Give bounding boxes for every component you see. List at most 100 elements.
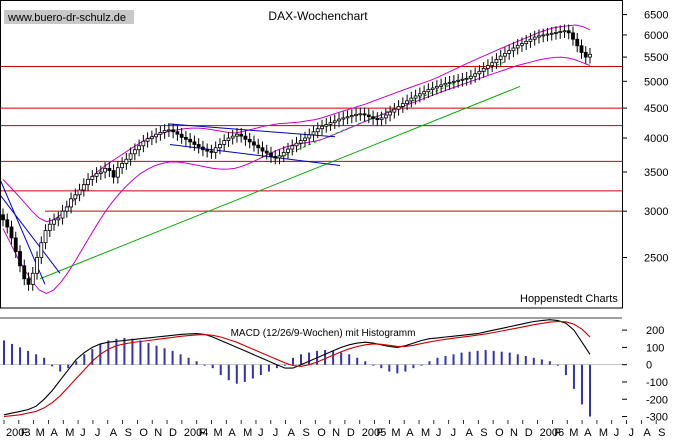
candle-body — [205, 149, 210, 152]
month-label: J — [614, 427, 620, 439]
histogram-bar — [171, 350, 174, 365]
candle-body — [396, 106, 401, 110]
month-label: 2005 — [362, 427, 386, 439]
candle-body — [13, 237, 18, 252]
candle-body — [175, 131, 180, 135]
candle-body — [145, 138, 150, 142]
macd-panel — [0, 319, 622, 418]
month-label: A — [50, 427, 58, 439]
histogram-bar — [420, 364, 423, 366]
histogram-bar — [308, 352, 311, 365]
histogram-bar — [83, 354, 86, 365]
histogram-bar — [540, 359, 543, 365]
candle-body — [218, 144, 222, 149]
candle-body — [520, 43, 524, 46]
histogram-bar — [500, 351, 503, 365]
candle-body — [86, 178, 90, 186]
candle-body — [456, 79, 461, 82]
histogram-bar — [444, 356, 447, 365]
candle-body — [383, 114, 388, 119]
histogram-bar — [524, 356, 527, 365]
candle-body — [69, 198, 73, 208]
candle-body — [345, 116, 350, 119]
watermark-background — [4, 10, 134, 24]
candle-body — [52, 219, 56, 225]
candle-body — [507, 50, 512, 54]
candle-body — [260, 147, 265, 152]
candle-body — [511, 47, 516, 52]
histogram-bar — [476, 350, 479, 365]
candle-body — [269, 152, 273, 157]
candle-body — [349, 115, 354, 118]
candle-body — [213, 147, 218, 153]
candle-body — [162, 130, 167, 133]
candle-body — [341, 117, 346, 120]
candle-body — [337, 118, 341, 122]
candle-body — [60, 210, 65, 219]
candle-body — [26, 278, 31, 285]
candle-body — [230, 135, 235, 139]
month-label: A — [228, 427, 236, 439]
bollinger-upper-line — [2, 24, 591, 223]
month-label: 2006 — [540, 427, 564, 439]
month-label: S — [658, 427, 665, 439]
price-tick-label: 4500 — [644, 103, 668, 115]
month-label: F — [21, 427, 28, 439]
month-label: A — [584, 427, 592, 439]
month-label: O — [139, 427, 148, 439]
candle-body — [30, 272, 35, 285]
month-label: A — [288, 427, 296, 439]
candle-body — [137, 145, 142, 151]
macd-tick-label: 0 — [646, 360, 652, 372]
candle-body — [498, 55, 503, 60]
macd-tick-label: -100 — [646, 377, 668, 389]
month-label: S — [125, 427, 132, 439]
histogram-bar — [35, 354, 38, 365]
histogram-bar — [484, 349, 487, 365]
histogram-bar — [356, 357, 359, 365]
price-tick-label: 6000 — [644, 30, 668, 42]
candle-body — [247, 138, 252, 143]
candle-body — [81, 184, 86, 191]
histogram-bar — [91, 349, 94, 365]
histogram-bar — [436, 357, 439, 365]
candle-body — [588, 53, 592, 58]
candle-body — [115, 167, 120, 178]
histogram-bar — [516, 354, 519, 365]
candle-body — [281, 152, 286, 157]
price-candles — [1, 24, 592, 291]
histogram-bar — [155, 345, 158, 365]
candle-body — [226, 137, 231, 141]
candle-body — [1, 214, 5, 221]
macd-tick-label: -300 — [646, 412, 668, 424]
candle-body — [43, 230, 48, 244]
candle-body — [303, 137, 307, 141]
macd-tick-label: 100 — [646, 342, 664, 354]
histogram-bar — [332, 350, 335, 365]
histogram-bar — [324, 349, 327, 365]
price-tick-label: 4000 — [644, 133, 668, 145]
candle-body — [307, 134, 312, 139]
month-label: O — [317, 427, 326, 439]
support-levels — [0, 65, 622, 212]
candle-body — [222, 140, 227, 145]
histogram-bar — [548, 361, 551, 365]
candle-body — [422, 91, 427, 95]
candle-body — [243, 135, 248, 140]
candle-body — [468, 75, 473, 79]
month-label: D — [169, 427, 177, 439]
candle-body — [537, 35, 541, 38]
histogram-bar — [275, 364, 278, 369]
candle-body — [354, 113, 358, 116]
candle-body — [320, 125, 324, 130]
histogram-bar — [219, 364, 222, 376]
candle-body — [264, 150, 269, 154]
watermark-text: www.buero-dr-schulz.de — [7, 12, 126, 24]
month-label: N — [332, 427, 340, 439]
candle-body — [524, 40, 529, 44]
month-label: N — [510, 427, 518, 439]
candle-body — [532, 36, 537, 40]
price-frame — [0, 0, 623, 309]
candle-body — [545, 33, 550, 36]
